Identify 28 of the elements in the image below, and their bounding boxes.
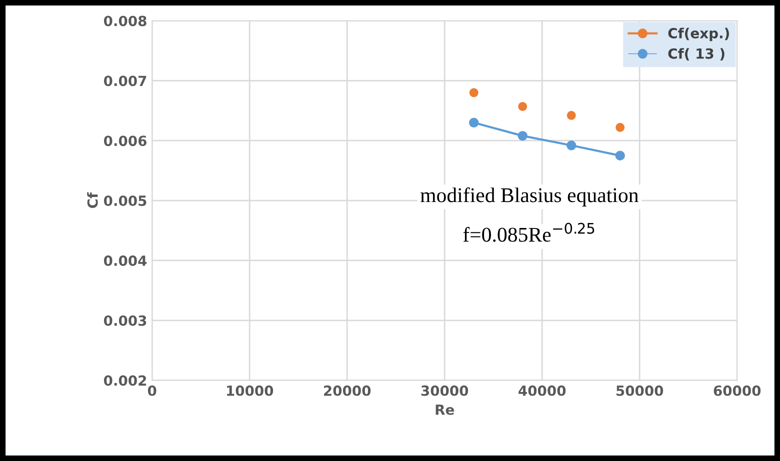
y-tick-label: 0.008 (104, 16, 146, 26)
point (518, 130, 528, 141)
point (615, 150, 625, 160)
point (566, 140, 576, 150)
x-tick-label: 20000 (324, 385, 371, 396)
legend-label: Cf( 13 ) (668, 48, 724, 60)
point (616, 122, 625, 132)
x-tick-label: 30000 (421, 385, 468, 396)
x-tick-label: 60000 (714, 385, 761, 396)
x-tick-label: 0 (148, 385, 156, 396)
x-tick-label: 10000 (227, 385, 274, 396)
x-tick-label: 50000 (616, 385, 664, 396)
point (469, 88, 478, 98)
annotation: f=0.085Re$^{−0.25}$ (463, 222, 594, 242)
legend-label: Cf(exp.) (668, 28, 729, 42)
y-tick-label: 0.007 (104, 76, 146, 86)
y-tick-label: 0.005 (104, 196, 146, 206)
y-tick-label: 0.002 (104, 375, 146, 386)
y-tick-label: 0.003 (104, 315, 146, 326)
y-tick-label: 0.004 (104, 255, 147, 266)
point (566, 110, 576, 120)
y-tick-label: 0.006 (104, 136, 146, 146)
point (468, 118, 479, 128)
x-axis-title: Re (436, 404, 454, 415)
annotation: modified Blasius equation (420, 187, 638, 206)
y-axis-title: Cf (87, 192, 98, 208)
point (518, 102, 528, 111)
x-tick-label: 40000 (518, 385, 566, 396)
